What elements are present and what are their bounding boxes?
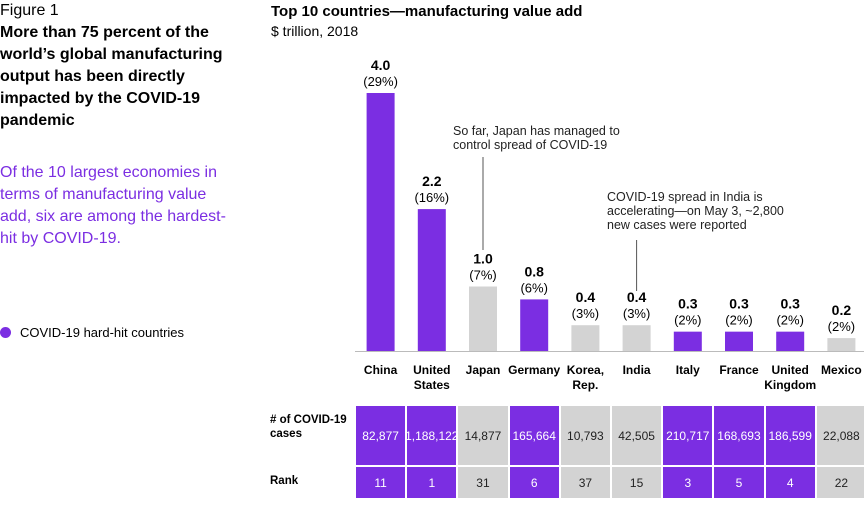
bar-6 (673, 331, 702, 351)
category-label-0-0: China (364, 363, 398, 377)
category-label-3-0: Germany (508, 363, 560, 377)
legend-label: COVID-19 hard-hit countries (20, 325, 185, 340)
chart-title: Top 10 countries—manufacturing value add (271, 3, 583, 20)
bar-7 (725, 331, 753, 351)
value-label-5: 0.4 (627, 289, 647, 305)
india-annotation: COVID-19 spread in India is accelerating… (607, 190, 784, 232)
bar-9 (827, 338, 856, 351)
rank-cell-5: 15 (612, 467, 662, 498)
cases-cell-7: 168,693 (714, 406, 764, 465)
percent-label-2: (7%) (469, 268, 496, 283)
bar-5 (622, 325, 651, 351)
percent-label-0: (29%) (363, 74, 398, 89)
japan-annotation: So far, Japan has managed to control spr… (453, 124, 620, 152)
value-label-1: 2.2 (422, 173, 442, 189)
value-label-6: 0.3 (678, 296, 698, 312)
percent-label-3: (6%) (520, 280, 547, 295)
rank-cell-4: 37 (560, 467, 610, 498)
bar-8 (776, 331, 805, 351)
rank-cell-2: 31 (458, 467, 508, 498)
percent-label-5: (3%) (623, 306, 650, 321)
bar-0 (366, 93, 395, 351)
rank-cell-1: 1 (407, 467, 457, 498)
cases-cell-5: 42,505 (612, 406, 662, 465)
category-label-5-0: India (623, 363, 651, 377)
category-label-9-0: Mexico (821, 363, 862, 377)
bar-1 (417, 209, 446, 351)
value-label-2: 1.0 (473, 251, 493, 267)
rank-row-label: Rank (270, 475, 299, 487)
percent-label-7: (2%) (725, 313, 752, 328)
cases-cell-2: 14,877 (458, 406, 508, 465)
value-label-4: 0.4 (576, 289, 596, 305)
rank-cell-6: 3 (663, 467, 713, 498)
cases-cell-3: 165,664 (509, 406, 559, 465)
india-annotation-box: COVID-19 spread in India is accelerating… (607, 190, 784, 232)
category-label-4-0: Korea, (567, 363, 604, 377)
percent-label-9: (2%) (828, 319, 855, 334)
cases-cell-1: 1,188,122 (405, 406, 458, 465)
rank-cell-3: 6 (509, 467, 559, 498)
cases-cell-4: 10,793 (560, 406, 610, 465)
rank-cell-7: 5 (714, 467, 764, 498)
legend: COVID-19 hard-hit countries (0, 325, 184, 340)
category-label-8-1: Kingdom (764, 378, 816, 392)
category-label-1-1: States (414, 378, 450, 392)
bar-4 (571, 325, 600, 351)
category-label-2-0: Japan (466, 363, 501, 377)
category-label-1-0: United (413, 363, 450, 377)
rank-cell-8: 4 (765, 467, 815, 498)
headline: More than 75 percent of the world’s glob… (0, 24, 223, 129)
cases-cell-0: 82,877 (356, 406, 406, 465)
chart-subtitle: $ trillion, 2018 (271, 23, 359, 39)
cases-row-label: # of COVID-19 cases (270, 414, 347, 440)
cases-cell-9: 22,088 (816, 406, 864, 465)
cases-cell-8: 186,599 (765, 406, 815, 465)
category-label-4-1: Rep. (572, 378, 598, 392)
category-label-6-0: Italy (676, 363, 700, 377)
legend-swatch (0, 327, 11, 338)
value-label-3: 0.8 (524, 263, 544, 279)
percent-label-4: (3%) (572, 306, 599, 321)
category-label-8-0: United (772, 363, 809, 377)
subtext: Of the 10 largest economies in terms of … (0, 164, 226, 247)
rank-cell-9: 22 (816, 467, 864, 498)
value-label-9: 0.2 (832, 302, 852, 318)
japan-annotation-box: So far, Japan has managed to control spr… (453, 124, 620, 152)
percent-label-1: (16%) (414, 190, 449, 205)
covid-table: # of COVID-19 cases Rank 82,877 11 1,188,1… (270, 405, 864, 498)
cases-cell-6: 210,717 (663, 406, 713, 465)
rank-cell-0: 11 (356, 467, 406, 498)
percent-label-6: (2%) (674, 313, 701, 328)
figure-label: Figure 1 (0, 2, 59, 19)
category-label-7-0: France (719, 363, 759, 377)
bar-3 (520, 299, 549, 351)
bar-2 (469, 286, 497, 351)
percent-label-8: (2%) (776, 313, 803, 328)
value-label-0: 4.0 (371, 57, 391, 73)
value-label-8: 0.3 (780, 296, 800, 312)
value-label-7: 0.3 (729, 296, 749, 312)
